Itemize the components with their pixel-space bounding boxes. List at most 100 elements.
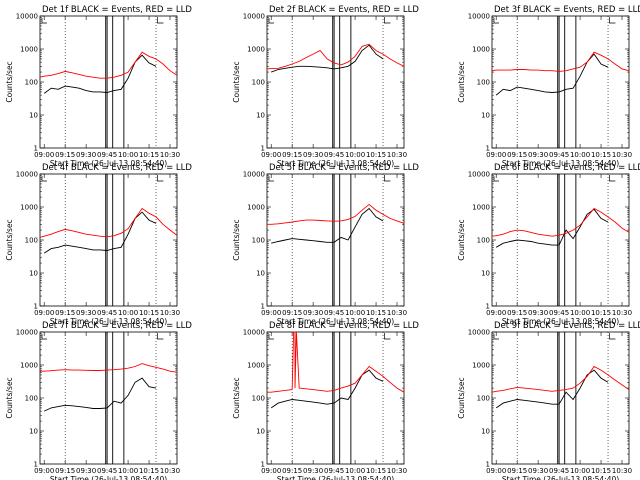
x-tick-label: 10:15 bbox=[139, 309, 159, 317]
y-tick-label: 100 bbox=[477, 237, 490, 245]
y-axis-label: Counts/sec bbox=[232, 219, 241, 260]
series-lld-line bbox=[491, 207, 630, 237]
x-tick-label: 09:00 bbox=[486, 151, 506, 159]
y-tick-label: 1000 bbox=[20, 204, 38, 212]
x-tick-label: 09:00 bbox=[34, 309, 54, 317]
corner-mark bbox=[41, 18, 47, 24]
legend-mark bbox=[157, 175, 164, 182]
y-tick-label: 1000 bbox=[472, 204, 490, 212]
x-tick-label: 10:00 bbox=[118, 151, 138, 159]
y-tick-label: 100 bbox=[252, 79, 265, 87]
x-tick-label: 10:00 bbox=[570, 151, 590, 159]
x-tick-label: 10:00 bbox=[570, 309, 590, 317]
x-tick-label: 09:30 bbox=[528, 309, 548, 317]
y-axis-label: Counts/sec bbox=[232, 377, 241, 418]
x-tick-label: 10:15 bbox=[591, 309, 611, 317]
legend-mark bbox=[384, 175, 391, 182]
y-tick-label: 1 bbox=[486, 145, 490, 153]
panel-title: Det 6f BLACK = Events, RED = LLD bbox=[494, 163, 640, 173]
x-tick-label: 10:30 bbox=[387, 467, 407, 475]
legend-mark bbox=[609, 333, 616, 340]
series-events-line bbox=[43, 54, 157, 94]
x-tick-label: 09:15 bbox=[282, 309, 302, 317]
y-tick-label: 1000 bbox=[247, 46, 265, 54]
y-tick-label: 100 bbox=[25, 395, 38, 403]
x-tick-label: 09:30 bbox=[303, 467, 323, 475]
x-tick-label: 09:15 bbox=[55, 309, 75, 317]
x-tick-label: 09:45 bbox=[549, 309, 569, 317]
legend-mark bbox=[609, 175, 616, 182]
x-tick-label: 09:30 bbox=[76, 309, 96, 317]
y-tick-label: 1 bbox=[261, 145, 265, 153]
y-tick-label: 10 bbox=[481, 270, 490, 278]
y-axis-label: Counts/sec bbox=[5, 61, 14, 102]
x-tick-label: 09:45 bbox=[549, 151, 569, 159]
x-tick-label: 10:15 bbox=[366, 309, 386, 317]
x-axis-label: Start Time (26-Jul-13 08:54:40) bbox=[502, 159, 619, 168]
x-tick-label: 10:15 bbox=[591, 151, 611, 159]
x-tick-label: 10:15 bbox=[591, 467, 611, 475]
series-lld-line bbox=[491, 51, 630, 72]
x-tick-label: 09:15 bbox=[507, 151, 527, 159]
x-tick-label: 09:45 bbox=[324, 467, 344, 475]
x-tick-label: 09:00 bbox=[486, 309, 506, 317]
y-tick-label: 10 bbox=[29, 428, 38, 436]
y-tick-label: 10 bbox=[481, 112, 490, 120]
series-lld-line bbox=[39, 51, 178, 79]
corner-mark bbox=[493, 18, 499, 24]
x-tick-label: 10:15 bbox=[139, 151, 159, 159]
corner-mark bbox=[493, 176, 499, 182]
panel-title: Det 7f BLACK = Events, RED = LLD bbox=[42, 321, 192, 331]
x-tick-label: 09:15 bbox=[55, 467, 75, 475]
y-tick-label: 100 bbox=[25, 79, 38, 87]
y-tick-label: 10000 bbox=[16, 171, 38, 179]
x-tick-label: 09:45 bbox=[97, 309, 117, 317]
y-axis-label: Counts/sec bbox=[232, 61, 241, 102]
series-events-line bbox=[44, 377, 157, 412]
x-tick-label: 10:00 bbox=[345, 467, 365, 475]
panel-6: Det 6f BLACK = Events, RED = LLD 09:00 09:… bbox=[457, 163, 640, 326]
x-tick-label: 10:00 bbox=[118, 467, 138, 475]
x-tick-label: 09:30 bbox=[303, 151, 323, 159]
x-tick-label: 10:30 bbox=[160, 151, 180, 159]
x-tick-label: 09:45 bbox=[97, 151, 117, 159]
x-tick-label: 10:30 bbox=[160, 467, 180, 475]
series-events-line bbox=[43, 211, 157, 254]
y-tick-label: 10000 bbox=[243, 13, 265, 21]
series-lld-line bbox=[39, 207, 178, 238]
series-lld-line bbox=[267, 203, 405, 225]
legend-mark bbox=[609, 17, 616, 24]
y-tick-label: 10 bbox=[29, 112, 38, 120]
x-tick-label: 09:45 bbox=[324, 151, 344, 159]
legend-mark bbox=[384, 333, 391, 340]
y-axis-label: Counts/sec bbox=[457, 219, 466, 260]
panel-title: Det 5f BLACK = Events, RED = LLD bbox=[269, 163, 419, 173]
corner-mark bbox=[41, 176, 47, 182]
y-tick-label: 1000 bbox=[20, 46, 38, 54]
y-axis-label: Counts/sec bbox=[457, 61, 466, 102]
x-tick-label: 10:30 bbox=[387, 309, 407, 317]
series-lld-line bbox=[40, 363, 178, 373]
panel-title: Det 4f BLACK = Events, RED = LLD bbox=[42, 163, 192, 173]
y-tick-label: 100 bbox=[477, 79, 490, 87]
y-tick-label: 10 bbox=[256, 270, 265, 278]
legend-mark bbox=[157, 333, 164, 340]
y-tick-label: 100 bbox=[252, 395, 265, 403]
series-events-line bbox=[271, 44, 384, 73]
x-tick-label: 10:15 bbox=[366, 151, 386, 159]
y-tick-label: 100 bbox=[252, 237, 265, 245]
x-tick-label: 09:15 bbox=[282, 467, 302, 475]
x-tick-label: 10:00 bbox=[118, 309, 138, 317]
y-tick-label: 1 bbox=[261, 461, 265, 469]
y-tick-label: 1000 bbox=[20, 362, 38, 370]
y-tick-label: 10000 bbox=[243, 329, 265, 337]
x-tick-label: 09:15 bbox=[282, 151, 302, 159]
panel-title: Det 3f BLACK = Events, RED = LLD bbox=[494, 5, 640, 15]
x-tick-label: 09:45 bbox=[324, 309, 344, 317]
